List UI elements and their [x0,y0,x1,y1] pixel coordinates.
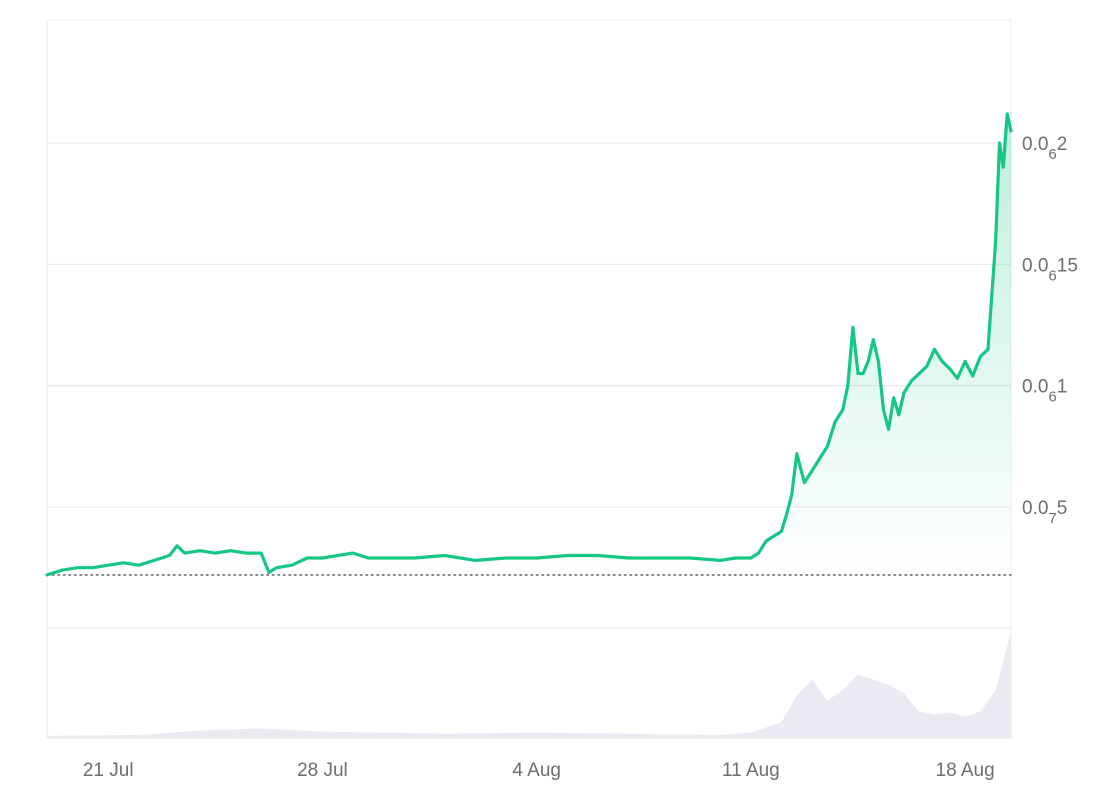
x-tick-label: 28 Jul [297,760,348,781]
y-tick-label: 0.0615 [1022,255,1078,284]
price-series-line [45,112,1013,577]
y-tick-label: 0.061 [1022,377,1067,406]
x-tick-label: 4 Aug [512,760,561,781]
y-tick-label: 0.062 [1022,134,1067,163]
price-line [45,112,1013,577]
y-axis-ticks: 0.075 0.061 0.0615 0.062 [1022,134,1078,527]
x-tick-label: 21 Jul [83,760,134,781]
x-tick-label: 18 Aug [936,760,995,781]
x-axis-ticks: 21 Jul 28 Jul 4 Aug 11 Aug 18 Aug [83,760,995,781]
price-area-fill [47,113,1011,575]
x-tick-label: 11 Aug [722,760,780,781]
y-tick-label: 0.075 [1022,498,1067,527]
volume-area [47,632,1011,738]
price-area-shape [47,113,1011,575]
volume-shape [47,632,1011,738]
